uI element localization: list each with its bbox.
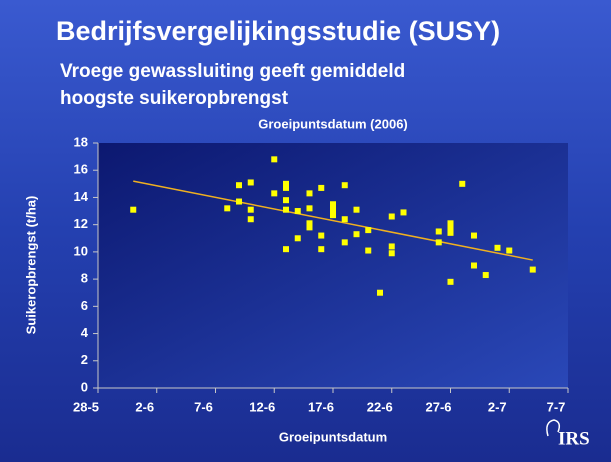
point bbox=[459, 180, 466, 187]
point bbox=[330, 206, 336, 213]
point bbox=[388, 250, 395, 257]
point bbox=[318, 184, 325, 191]
point bbox=[283, 184, 289, 191]
y-tick-label: 8 bbox=[81, 271, 88, 286]
point bbox=[318, 246, 325, 253]
point bbox=[388, 243, 395, 250]
point bbox=[224, 205, 231, 212]
y-tick-label: 14 bbox=[74, 189, 89, 204]
point bbox=[377, 289, 383, 296]
point bbox=[283, 180, 289, 187]
point bbox=[236, 198, 242, 205]
point bbox=[306, 220, 313, 227]
point bbox=[341, 239, 348, 246]
point bbox=[447, 278, 454, 285]
point bbox=[247, 179, 254, 186]
point bbox=[388, 213, 395, 220]
point bbox=[236, 182, 242, 189]
point bbox=[330, 212, 336, 219]
point bbox=[330, 201, 336, 208]
point bbox=[447, 229, 454, 236]
y-tick-label: 12 bbox=[74, 216, 88, 231]
point bbox=[353, 231, 360, 238]
point bbox=[306, 190, 313, 197]
chart-title: Groeipuntsdatum (2006) bbox=[258, 116, 408, 131]
point bbox=[294, 208, 301, 215]
x-axis-title: Groeipuntsdatum bbox=[279, 429, 387, 444]
x-tick-label: 7-7 bbox=[547, 399, 566, 414]
subtitle-line: hoogste suikeropbrengst bbox=[60, 88, 289, 109]
x-tick-label: 2-6 bbox=[135, 399, 154, 414]
point bbox=[506, 247, 513, 254]
y-tick-label: 18 bbox=[74, 134, 88, 149]
point bbox=[471, 262, 477, 269]
point bbox=[247, 206, 254, 213]
plot-area bbox=[98, 143, 568, 388]
point bbox=[494, 244, 501, 251]
point bbox=[529, 266, 536, 273]
y-tick-label: 0 bbox=[81, 379, 88, 394]
point bbox=[341, 216, 348, 223]
y-tick-label: 4 bbox=[81, 325, 89, 340]
y-tick-label: 2 bbox=[81, 352, 88, 367]
point bbox=[447, 224, 454, 231]
slide-title: Bedrijfsvergelijkingsstudie (SUSY) bbox=[56, 16, 500, 46]
point bbox=[471, 232, 477, 239]
y-axis-title: Suikeropbrengst (t/ha) bbox=[23, 196, 38, 335]
point bbox=[306, 224, 313, 231]
point bbox=[247, 216, 254, 223]
point bbox=[130, 206, 137, 213]
subtitle-line: Vroege gewassluiting geeft gemiddeld bbox=[60, 61, 405, 82]
point bbox=[283, 197, 289, 204]
x-tick-label: 22-6 bbox=[367, 399, 393, 414]
logo-text: IRS bbox=[558, 428, 590, 449]
point bbox=[435, 228, 442, 235]
point bbox=[283, 206, 289, 213]
point bbox=[447, 220, 454, 227]
x-tick-label: 7-6 bbox=[194, 399, 213, 414]
x-tick-label: 12-6 bbox=[249, 399, 275, 414]
point bbox=[294, 235, 301, 242]
logo: IRS bbox=[546, 419, 590, 449]
point bbox=[353, 206, 360, 213]
point bbox=[318, 232, 325, 239]
point bbox=[365, 227, 372, 234]
x-tick-label: 28-5 bbox=[73, 399, 99, 414]
y-tick-label: 16 bbox=[74, 162, 88, 177]
x-tick-label: 27-6 bbox=[425, 399, 451, 414]
point bbox=[306, 205, 313, 212]
trendline bbox=[133, 180, 533, 261]
point bbox=[482, 272, 489, 279]
point bbox=[271, 156, 278, 163]
y-tick-label: 10 bbox=[74, 243, 88, 258]
x-tick-label: 17-6 bbox=[308, 399, 334, 414]
point bbox=[341, 182, 348, 189]
point bbox=[365, 247, 372, 254]
point bbox=[400, 209, 407, 216]
point bbox=[435, 239, 442, 246]
point bbox=[283, 246, 289, 253]
y-tick-label: 6 bbox=[81, 298, 88, 313]
point bbox=[271, 190, 278, 197]
x-tick-label: 2-7 bbox=[488, 399, 507, 414]
